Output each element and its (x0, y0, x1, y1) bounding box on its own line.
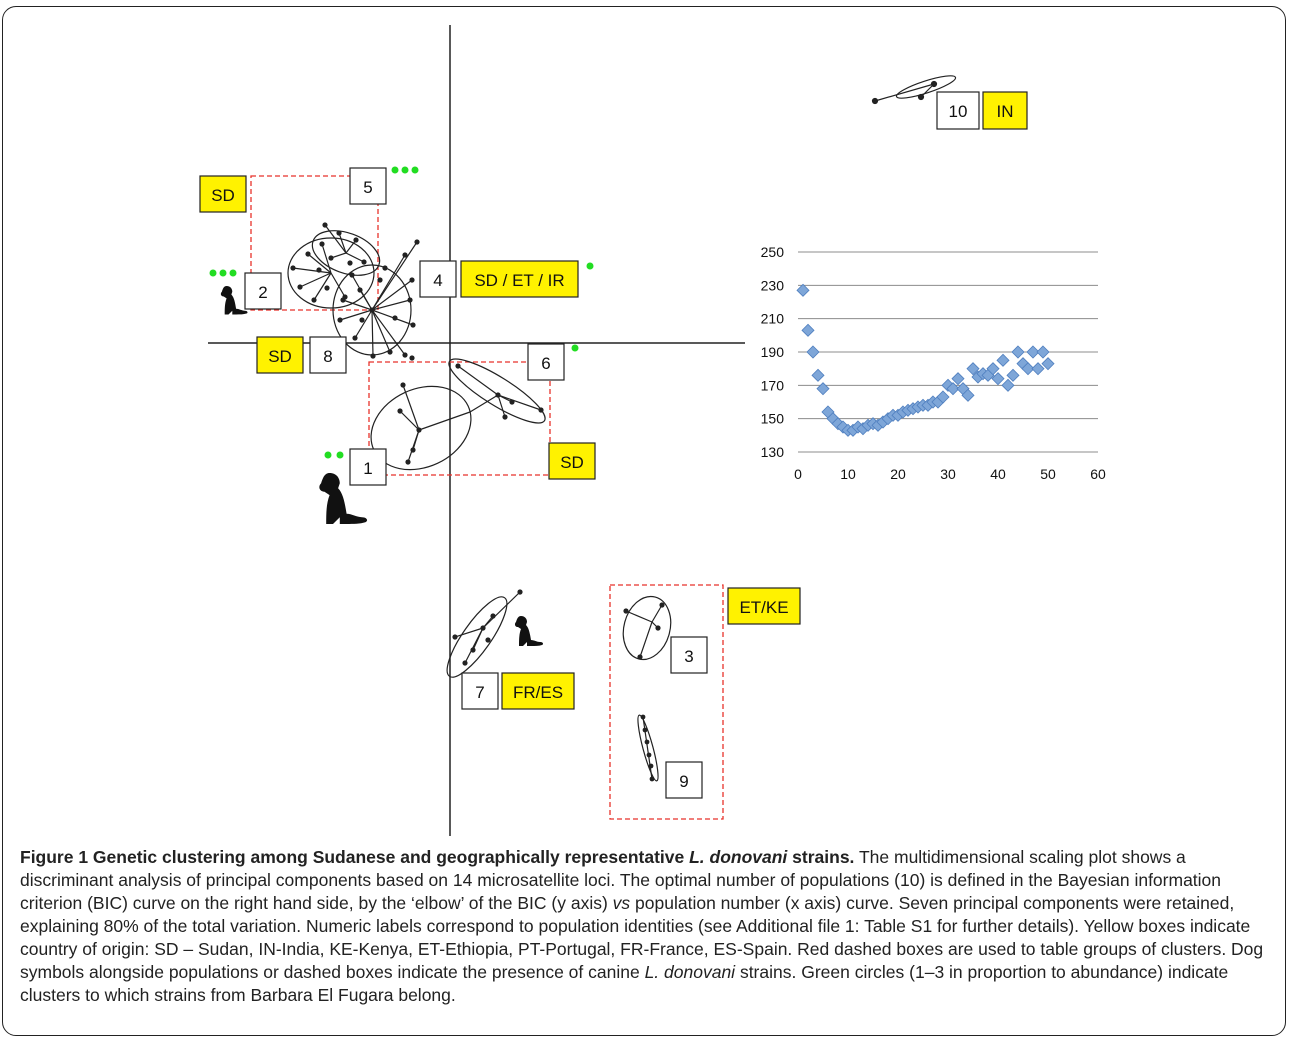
bic-y-tick-label: 190 (761, 344, 785, 360)
bic-y-tick-label: 130 (761, 444, 785, 460)
dog-icon (220, 286, 248, 315)
bic-data-point (1031, 362, 1045, 376)
bic-x-tick-label: 0 (794, 466, 802, 482)
bic-y-tick-label: 210 (761, 311, 785, 327)
bic-data-point (1006, 368, 1020, 382)
bic-chart: 130 150 170 190 210 230 250 0 10 20 30 40 50 60 (761, 244, 1106, 482)
bic-data-point (796, 283, 810, 297)
bic-data-point (816, 382, 830, 396)
bic-x-tick-label: 10 (840, 466, 856, 482)
green-dot (336, 451, 344, 459)
bic-data-point (946, 382, 960, 396)
bic-data-point (1041, 357, 1055, 371)
country-box-sd-left: SD (256, 336, 304, 374)
svg-text:SD: SD (211, 186, 235, 205)
svg-text:FR/ES: FR/ES (513, 683, 563, 702)
svg-text:IN: IN (997, 102, 1014, 121)
population-label-5: 5 (349, 167, 387, 205)
bic-data-point (801, 323, 815, 337)
bic-y-tick-label: 250 (761, 244, 785, 260)
dog-icon (514, 616, 544, 646)
country-box-sd-top: SD (199, 175, 247, 213)
bic-x-tick-label: 30 (940, 466, 956, 482)
bic-data-point (966, 362, 980, 376)
svg-text:7: 7 (475, 683, 484, 702)
population-label-3: 3 (670, 636, 708, 674)
cluster-7-graphic (446, 589, 523, 678)
population-label-10: 10 (936, 91, 980, 130)
svg-text:6: 6 (541, 354, 550, 373)
figure-frame (2, 6, 1286, 1036)
svg-text:1: 1 (363, 459, 372, 478)
bic-y-tick-label: 150 (761, 411, 785, 427)
bic-x-tick-label: 40 (990, 466, 1006, 482)
red-dashed-box-et-ke (609, 584, 724, 820)
cluster-9-graphic (637, 714, 659, 782)
red-dashed-box-sd-top (250, 175, 379, 311)
country-box-fr-es: FR/ES (501, 672, 575, 710)
population-label-1: 1 (349, 448, 387, 486)
bic-data-point (961, 388, 975, 402)
bic-data-point (1011, 345, 1025, 359)
bic-x-tick-label: 50 (1040, 466, 1056, 482)
bic-x-tick-label: 20 (890, 466, 906, 482)
bic-data-point (806, 345, 820, 359)
country-box-et-ke: ET/KE (727, 587, 801, 625)
cluster-3-graphic (622, 595, 672, 661)
caption-title: Figure 1 Genetic clustering among Sudane… (20, 847, 855, 867)
green-dots (209, 166, 594, 459)
svg-text:SD: SD (268, 347, 292, 366)
country-box-in: IN (982, 91, 1028, 130)
bic-data-point (811, 368, 825, 382)
country-box-sd-et-ir: SD / ET / IR (460, 260, 579, 298)
bic-data-point (1036, 345, 1050, 359)
cluster-10-graphic (871, 75, 957, 105)
svg-text:3: 3 (684, 647, 693, 666)
green-dot (411, 166, 419, 174)
country-box-sd-right: SD (548, 442, 596, 480)
population-label-8: 8 (309, 336, 347, 374)
red-dashed-box-sd-right (368, 361, 551, 476)
bic-data-point (996, 353, 1010, 367)
green-dot (219, 269, 227, 277)
svg-text:2: 2 (258, 283, 267, 302)
green-dot (209, 269, 217, 277)
bic-data-point (951, 372, 965, 386)
cluster-1-6-graphic (370, 358, 546, 471)
cluster-2-4-5-8-graphic (287, 222, 420, 361)
bic-x-tick-label: 60 (1090, 466, 1106, 482)
bic-data-point (991, 372, 1005, 386)
green-dot (571, 344, 579, 352)
bic-data-point (1021, 362, 1035, 376)
svg-text:10: 10 (949, 102, 968, 121)
green-dot (586, 262, 594, 270)
population-label-2: 2 (244, 272, 282, 310)
green-dot (391, 166, 399, 174)
bic-data-point (1026, 345, 1040, 359)
svg-text:SD / ET / IR: SD / ET / IR (474, 271, 564, 290)
svg-text:4: 4 (433, 271, 442, 290)
svg-text:8: 8 (323, 347, 332, 366)
svg-text:ET/KE: ET/KE (739, 598, 788, 617)
bic-data-point (1001, 378, 1015, 392)
figure-caption: Figure 1 Genetic clustering among Sudane… (20, 847, 1264, 1005)
population-label-7: 7 (461, 672, 499, 710)
population-label-9: 9 (665, 761, 703, 799)
population-label-4: 4 (419, 260, 457, 298)
bic-data-point (936, 390, 950, 404)
green-dot (401, 166, 409, 174)
svg-text:5: 5 (363, 178, 372, 197)
bic-data-point (986, 362, 1000, 376)
population-label-6: 6 (527, 343, 565, 381)
bic-y-tick-label: 230 (761, 277, 785, 293)
green-dot (324, 451, 332, 459)
svg-text:SD: SD (560, 453, 584, 472)
svg-text:9: 9 (679, 772, 688, 791)
bic-y-tick-label: 170 (761, 377, 785, 393)
green-dot (229, 269, 237, 277)
